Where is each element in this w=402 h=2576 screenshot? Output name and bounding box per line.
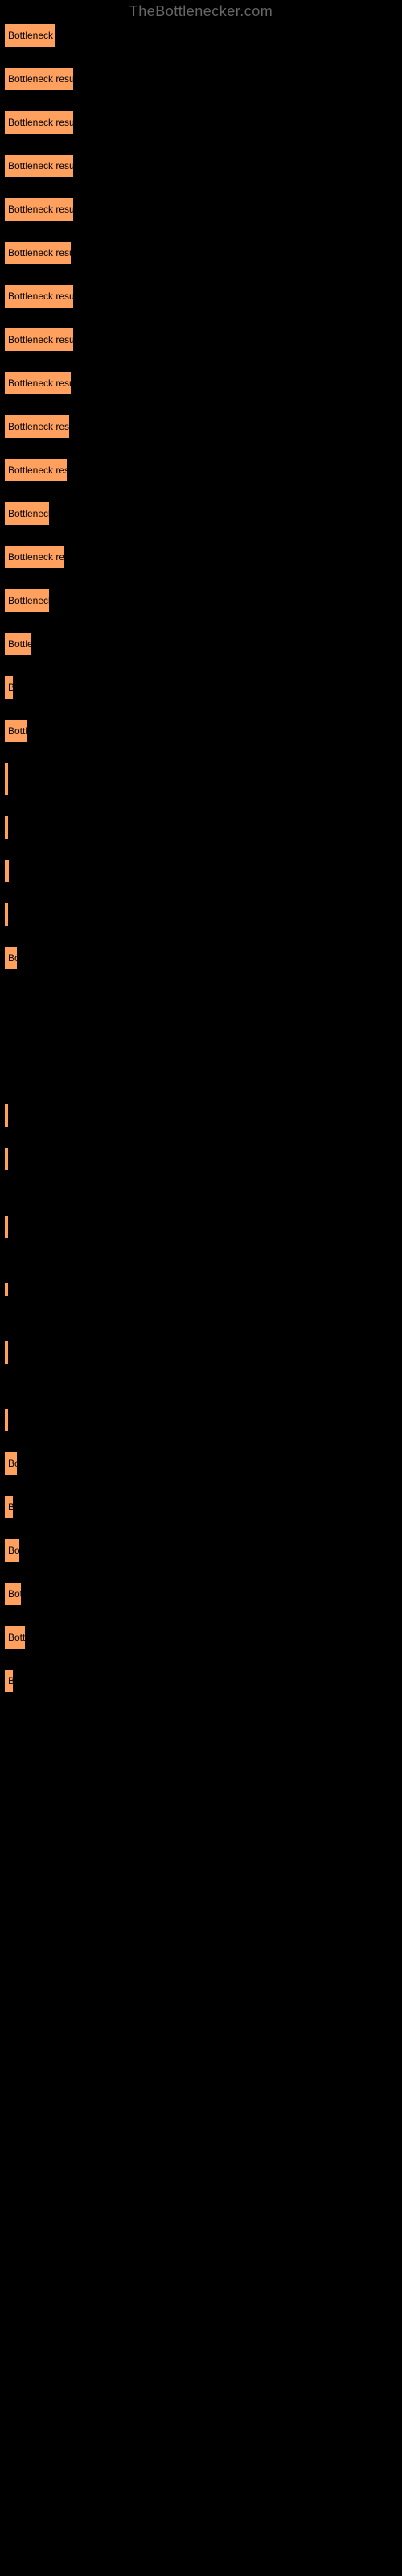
chart-bar: Bottleneck result <box>5 1670 13 1692</box>
chart-row: Bottleneck result <box>0 1452 402 1475</box>
bar-label: Bottleneck result <box>8 160 73 171</box>
bar-label: Bottleneck result <box>8 1588 21 1600</box>
chart-row: Bottleneck result <box>0 720 402 742</box>
bar-label: Bottleneck result <box>8 378 71 389</box>
chart-bar: Bottleneck result <box>5 372 71 394</box>
bar-label: Bottleneck result <box>8 73 73 85</box>
chart-row <box>0 1341 402 1364</box>
chart-row: Bottleneck result <box>0 1409 402 1431</box>
chart-row: Bottleneck result <box>0 1670 402 1692</box>
chart-bar: Bottleneck result <box>5 589 49 612</box>
chart-row: Bottleneck result <box>0 24 402 47</box>
chart-bar: Bottleneck result <box>5 1626 25 1649</box>
bar-label: Bottleneck result <box>8 464 67 476</box>
chart-bar: Bottleneck result <box>5 68 73 90</box>
chart-bar <box>5 1148 8 1170</box>
chart-bar: Bottleneck result <box>5 1409 8 1431</box>
bar-label: Bottleneck result <box>8 30 55 41</box>
chart-bar <box>5 1341 8 1364</box>
chart-row: Bottleneck result <box>0 1283 402 1296</box>
chart-row: Bottleneck result <box>0 502 402 525</box>
chart-row: Bottleneck result <box>0 68 402 90</box>
bar-label: Bottleneck result <box>8 1545 19 1556</box>
watermark-text: TheBottlenecker.com <box>129 3 273 20</box>
bar-label: Bottleneck result <box>8 682 13 693</box>
chart-row: Bottleneck result <box>0 676 402 699</box>
chart-bar: Bottleneck result <box>5 502 49 525</box>
bar-label: Bottleneck result <box>8 508 49 519</box>
chart-row: Bottleneck result <box>0 860 402 882</box>
bar-label: Bottleneck result <box>8 1458 17 1469</box>
chart-row <box>0 816 402 839</box>
chart-row: Bottleneck result <box>0 328 402 351</box>
chart-bar: Bottleneck result <box>5 860 9 882</box>
chart-bar <box>5 1216 8 1238</box>
chart-row: Bottleneck result <box>0 415 402 438</box>
chart-row: Bottleneck result <box>0 763 402 795</box>
chart-row: Bottleneck result <box>0 546 402 568</box>
chart-row: Bottleneck result <box>0 947 402 969</box>
chart-row: Bottleneck result <box>0 372 402 394</box>
bar-label: Bottleneck result <box>8 291 73 302</box>
chart-bar: Bottleneck result <box>5 1496 13 1518</box>
chart-bar <box>5 1104 8 1127</box>
chart-bar: Bottleneck result <box>5 546 64 568</box>
chart-row: Bottleneck result <box>0 242 402 264</box>
bar-label: Bottleneck result <box>8 1501 13 1513</box>
chart-bar: Bottleneck result <box>5 285 73 308</box>
chart-row: Bottleneck result <box>0 1626 402 1649</box>
chart-bar: Bottleneck result <box>5 155 73 177</box>
chart-bar: Bottleneck result <box>5 1283 8 1296</box>
bar-label: Bottleneck result <box>8 865 9 877</box>
chart-row <box>0 1104 402 1127</box>
bar-label: Bottleneck result <box>8 117 73 128</box>
chart-row: Bottleneck result <box>0 111 402 134</box>
chart-bar: Bottleneck result <box>5 24 55 47</box>
bar-label: Bottleneck result <box>8 551 64 563</box>
chart-bar: Bottleneck result <box>5 328 73 351</box>
bar-label: Bottleneck result <box>8 595 49 606</box>
bottleneck-chart: Bottleneck result Bottleneck result Bottle… <box>0 24 402 1692</box>
bar-label: Bottleneck result <box>8 952 17 964</box>
chart-row <box>0 1216 402 1238</box>
chart-bar: Bottleneck result <box>5 763 8 795</box>
chart-bar: Bottleneck result <box>5 633 31 655</box>
chart-row: Bottleneck result <box>0 155 402 177</box>
bar-label: Bottleneck result <box>8 204 73 215</box>
chart-bar: Bottleneck result <box>5 459 67 481</box>
chart-bar: Bottleneck result <box>5 111 73 134</box>
bar-label: Bottleneck result <box>8 247 71 258</box>
chart-bar: Bottleneck result <box>5 242 71 264</box>
chart-bar <box>5 903 8 926</box>
bar-label: Bottleneck result <box>8 421 69 432</box>
bar-label: Bottleneck result <box>8 1632 25 1643</box>
chart-bar <box>5 816 8 839</box>
chart-row: Bottleneck result <box>0 1583 402 1605</box>
bar-label: Bottleneck result <box>8 725 27 737</box>
chart-row: Bottleneck result <box>0 633 402 655</box>
bar-label: Bottleneck result <box>8 638 31 650</box>
chart-row: Bottleneck result <box>0 459 402 481</box>
chart-row <box>0 1148 402 1170</box>
chart-row: Bottleneck result <box>0 198 402 221</box>
chart-bar: Bottleneck result <box>5 676 13 699</box>
chart-row: Bottleneck result <box>0 1496 402 1518</box>
chart-bar: Bottleneck result <box>5 1583 21 1605</box>
bar-label: Bottleneck result <box>8 334 73 345</box>
chart-bar: Bottleneck result <box>5 947 17 969</box>
chart-row <box>0 903 402 926</box>
bar-label: Bottleneck result <box>8 1675 13 1686</box>
chart-row: Bottleneck result <box>0 589 402 612</box>
chart-bar: Bottleneck result <box>5 1452 17 1475</box>
chart-row: Bottleneck result <box>0 1539 402 1562</box>
chart-bar: Bottleneck result <box>5 720 27 742</box>
chart-row: Bottleneck result <box>0 285 402 308</box>
chart-bar: Bottleneck result <box>5 1539 19 1562</box>
chart-bar: Bottleneck result <box>5 415 69 438</box>
chart-bar: Bottleneck result <box>5 198 73 221</box>
